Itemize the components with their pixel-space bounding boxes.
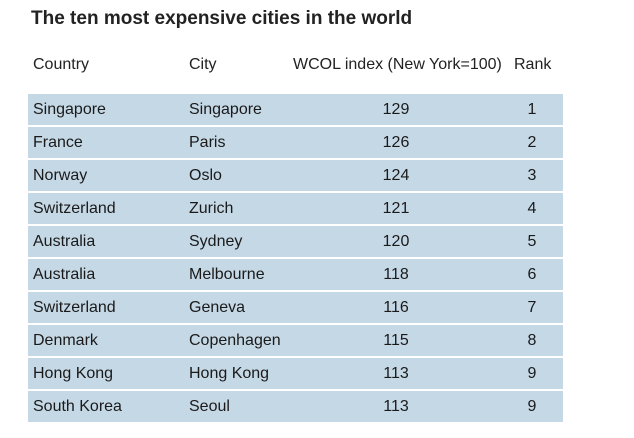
- table-row: Switzerland Zurich 121 4: [28, 193, 563, 224]
- table-row: South Korea Seoul 113 9: [28, 391, 563, 422]
- cell-city: Paris: [189, 134, 226, 151]
- cell-country: Singapore: [33, 101, 106, 118]
- cell-country: South Korea: [33, 398, 122, 415]
- column-header-city: City: [189, 56, 217, 73]
- cell-country: Denmark: [33, 332, 98, 349]
- cell-country: Norway: [33, 167, 88, 184]
- table-title: The ten most expensive cities in the wor…: [31, 8, 413, 29]
- cell-city: Hong Kong: [189, 365, 270, 382]
- cities-table: Singapore Singapore 129 1 France Paris 126 2 Nor…: [28, 94, 563, 424]
- table-row: Denmark Copenhagen 115 8: [28, 325, 563, 356]
- cell-rank: 7: [527, 299, 537, 316]
- cell-index: 115: [383, 332, 409, 349]
- cell-city: Zurich: [189, 200, 234, 217]
- table-row: Singapore Singapore 129 1: [28, 94, 563, 125]
- column-header-index: WCOL index (New York=100): [293, 56, 502, 73]
- cell-rank: 1: [527, 101, 537, 118]
- cell-index: 118: [383, 266, 409, 283]
- cell-city: Sydney: [189, 233, 243, 250]
- cell-city: Geneva: [189, 299, 246, 316]
- cell-index: 124: [382, 167, 410, 184]
- cell-country: France: [33, 134, 83, 151]
- cell-country: Australia: [33, 233, 96, 250]
- cell-rank: 3: [527, 167, 537, 184]
- column-header-country: Country: [33, 56, 90, 73]
- table-row: Switzerland Geneva 116 7: [28, 292, 563, 323]
- column-header-rank: Rank: [514, 56, 552, 73]
- table-row: France Paris 126 2: [28, 127, 563, 158]
- table-row: Australia Sydney 120 5: [28, 226, 563, 257]
- cell-index: 129: [382, 101, 410, 118]
- cell-country: Switzerland: [33, 200, 116, 217]
- table-row: Australia Melbourne 118 6: [28, 259, 563, 290]
- cell-city: Melbourne: [189, 266, 265, 283]
- cell-rank: 8: [527, 332, 537, 349]
- cell-rank: 5: [527, 233, 537, 250]
- cell-city: Seoul: [189, 398, 230, 415]
- cell-city: Singapore: [189, 101, 262, 118]
- cell-index: 113: [383, 398, 409, 415]
- cell-rank: 9: [527, 365, 537, 382]
- cell-index: 120: [382, 233, 410, 250]
- cell-country: Australia: [33, 266, 96, 283]
- cell-rank: 9: [527, 398, 537, 415]
- cell-index: 113: [383, 365, 409, 382]
- cell-city: Copenhagen: [189, 332, 281, 349]
- table-row: Norway Oslo 124 3: [28, 160, 563, 191]
- cell-city: Oslo: [189, 167, 222, 184]
- cell-index: 126: [382, 134, 410, 151]
- cell-country: Switzerland: [33, 299, 116, 316]
- cell-rank: 4: [527, 200, 537, 217]
- cell-index: 116: [383, 299, 409, 316]
- cell-rank: 2: [527, 134, 537, 151]
- cell-country: Hong Kong: [33, 365, 114, 382]
- cell-index: 121: [382, 200, 410, 217]
- table-row: Hong Kong Hong Kong 113 9: [28, 358, 563, 389]
- cell-rank: 6: [527, 266, 537, 283]
